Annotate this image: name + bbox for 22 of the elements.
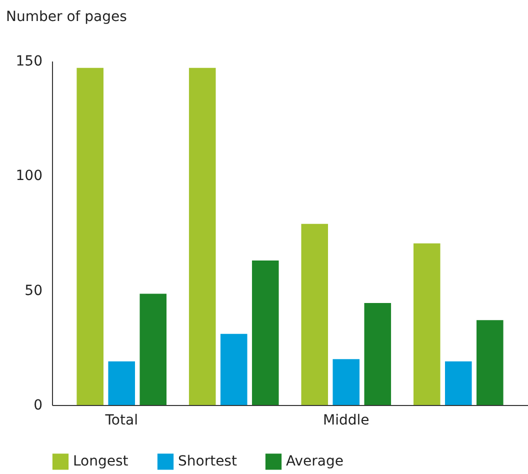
bar: [252, 260, 279, 405]
y-tick-label: 100: [16, 168, 42, 184]
y-tick-label: 50: [24, 282, 42, 299]
bar: [364, 302, 392, 405]
bar: [445, 361, 472, 405]
legend-label: Longest: [73, 454, 129, 470]
y-tick-label: 0: [34, 398, 42, 414]
x-tick-label: Middle: [323, 412, 370, 428]
bar: [76, 68, 104, 405]
legend-label: Shortest: [178, 454, 238, 470]
x-tick-label: Total: [104, 412, 138, 428]
bar: [220, 334, 248, 405]
bar: [140, 294, 167, 405]
chart-title: Number of pages: [6, 9, 127, 25]
legend-label: Average: [286, 454, 344, 470]
bar: [188, 68, 216, 405]
bar: [108, 361, 135, 405]
bar: [332, 359, 360, 405]
bar: [301, 224, 328, 405]
bar: [413, 243, 440, 405]
bar: [476, 320, 504, 405]
y-tick-label: 150: [16, 54, 42, 70]
